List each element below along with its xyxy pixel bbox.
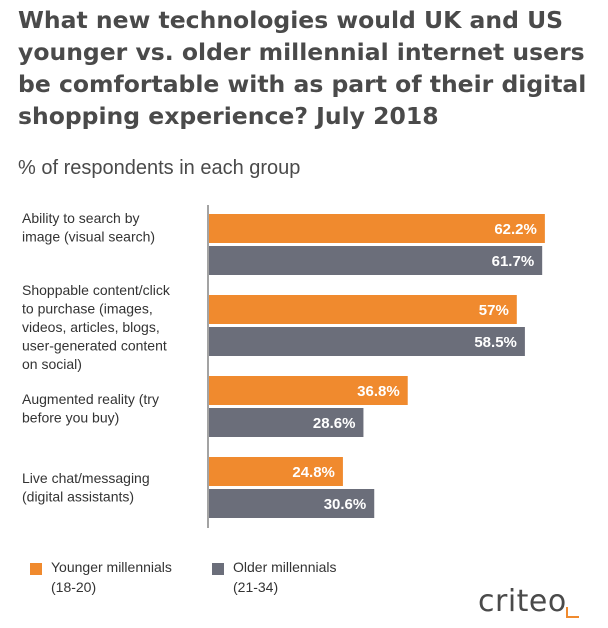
bar-younger xyxy=(209,295,517,324)
chart-subtitle: % of respondents in each group xyxy=(18,157,301,179)
bar-chart: Ability to search by image (visual search… xyxy=(22,205,545,528)
data-label-younger: 36.8% xyxy=(357,383,400,400)
legend-label-younger: Younger millennials (18-20) xyxy=(51,559,172,595)
category-label: Ability to search by image (visual search… xyxy=(22,210,155,245)
data-label-younger: 62.2% xyxy=(494,221,537,238)
bar-younger xyxy=(209,214,545,243)
chart-title: What new technologies would UK and US yo… xyxy=(18,6,587,130)
legend-label-older: Older millennials (21-34) xyxy=(233,559,337,595)
category-label: Live chat/messaging (digital assistants) xyxy=(22,470,150,505)
data-label-older: 28.6% xyxy=(313,415,356,432)
legend-swatch-younger xyxy=(30,563,42,575)
logo-bracket-mark xyxy=(566,607,579,618)
bar-older xyxy=(209,327,525,356)
data-label-older: 30.6% xyxy=(324,496,367,513)
bar-older xyxy=(209,489,375,518)
category-label: Shoppable content/click to purchase (imag… xyxy=(22,282,171,372)
data-label-older: 58.5% xyxy=(474,334,517,351)
bar-older xyxy=(209,408,364,437)
data-label-younger: 24.8% xyxy=(292,464,335,481)
bar-older xyxy=(209,246,543,275)
category-label: Augmented reality (try before you buy) xyxy=(22,391,159,426)
legend-swatch-older xyxy=(212,563,224,575)
bar-younger xyxy=(209,457,343,486)
data-label-older: 61.7% xyxy=(492,253,535,270)
data-label-younger: 57% xyxy=(479,302,509,319)
bar-younger xyxy=(209,376,408,405)
criteo-logo: criteo xyxy=(478,584,579,619)
